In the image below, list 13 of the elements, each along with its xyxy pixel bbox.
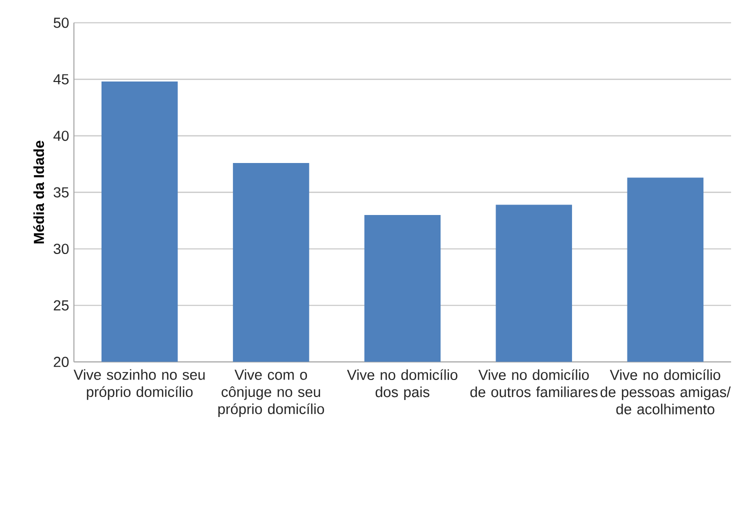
y-tick-label: 40 xyxy=(53,130,69,142)
y-axis-title: Média da Idade xyxy=(33,140,44,244)
x-tick-label: Vive sozinho no seu próprio domicílio xyxy=(74,369,205,400)
x-tick-label: Vive no domicílio dos pais xyxy=(347,369,458,400)
y-tick-label: 35 xyxy=(54,187,69,198)
y-tick-label: 50 xyxy=(54,18,69,28)
y-tick-label: 25 xyxy=(54,300,69,311)
y-tick-label: 30 xyxy=(54,244,69,254)
y-tick-label: 45 xyxy=(53,74,69,85)
x-tick-label: Vive no domicílio de outros familiares xyxy=(470,369,598,398)
x-tick-label: Vive no domicílio de pessoas amigas/ de acolhimento xyxy=(600,369,731,415)
y-tick-label: 20 xyxy=(54,356,69,368)
x-tick-label: Vive com o cônjuge no seu próprio domicílio xyxy=(218,369,324,418)
